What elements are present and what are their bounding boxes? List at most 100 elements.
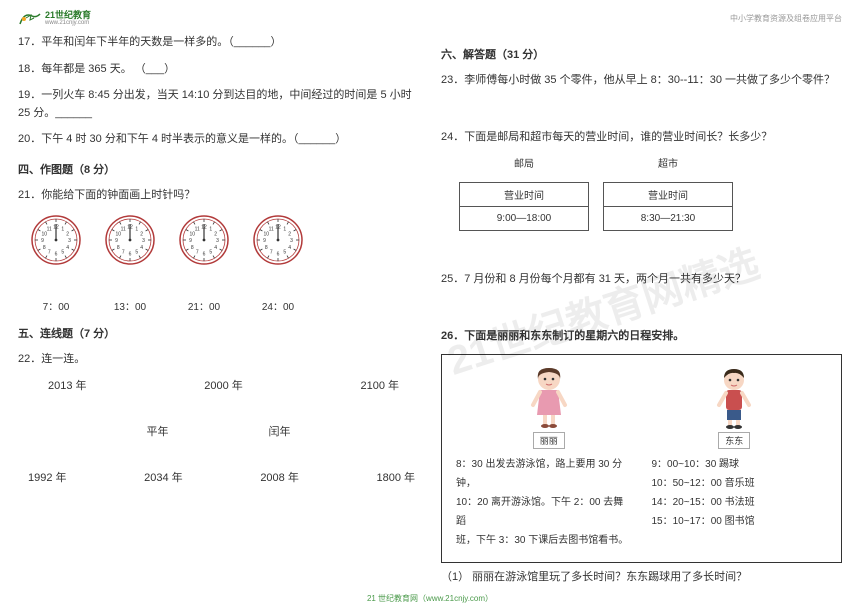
question-24: 24．下面是邮局和超市每天的营业时间，谁的营业时间长？长多少？ [441, 129, 842, 147]
logo-icon [18, 10, 42, 26]
clock-label-3: 21：00 [178, 298, 230, 313]
page-footer: 21 世纪教育网（www.21cnjy.com） [0, 593, 860, 604]
svg-text:6: 6 [277, 251, 280, 257]
question-26: 26．下面是丽丽和东东制订的星期六的日程安排。 [441, 328, 842, 346]
year-2100: 2100 年 [360, 377, 399, 393]
avatar-boy-block: 东东 [711, 365, 757, 449]
svg-text:8: 8 [265, 244, 268, 250]
year-1992: 1992 年 [28, 469, 67, 485]
svg-text:9: 9 [189, 238, 192, 244]
schedule-left-1: 8：30 出发去游泳馆，路上要用 30 分钟， [456, 455, 632, 493]
schedule-right: 9：00~10：30 踢球 10：50~12：00 音乐班 14：20~15：0… [652, 455, 828, 550]
year-leap: 闰年 [269, 423, 291, 439]
years-grid: 2013 年 2000 年 2100 年 平年 闰年 1992 年 2034 年… [18, 377, 419, 485]
svg-text:11: 11 [195, 226, 200, 232]
svg-text:11: 11 [121, 226, 126, 232]
svg-text:3: 3 [68, 238, 71, 244]
biz-header-post: 营业时间 [460, 183, 588, 207]
clock-3: 121234567891011 [178, 214, 230, 266]
svg-text:6: 6 [129, 251, 132, 257]
question-23: 23．李师傅每小时做 35 个零件，他从早上 8：30--11：30 一共做了多… [441, 72, 842, 90]
svg-text:5: 5 [61, 249, 64, 255]
section-5-title: 五、连线题（7 分） [18, 325, 419, 341]
clock-label-2: 13：00 [104, 298, 156, 313]
avatar-girl-name: 丽丽 [533, 432, 565, 449]
logo-main-text: 21世纪教育 [45, 11, 91, 20]
avatar-girl-block: 丽丽 [526, 365, 572, 449]
clock-4: 121234567891011 [252, 214, 304, 266]
clock-labels-row: 7：00 13：00 21：00 24：00 [18, 298, 419, 313]
schedule-left: 8：30 出发去游泳馆，路上要用 30 分钟， 10：20 离开游泳馆。下午 2… [456, 455, 632, 550]
question-26-1: （1） 丽丽在游泳馆里玩了多长时间？东东踢球用了多长时间？ [441, 569, 842, 587]
left-column: 17．平年和闰年下半年的天数是一样多的。（______） 18．每年都是 365… [18, 34, 419, 596]
svg-text:2: 2 [288, 231, 291, 237]
question-20: 20．下午 4 时 30 分和下午 4 时半表示的意义是一样的。（______） [18, 131, 419, 149]
year-2013: 2013 年 [48, 377, 87, 393]
svg-text:4: 4 [288, 244, 291, 250]
logo: 21世纪教育 www.21cnjy.com [18, 10, 91, 26]
biz-time-post: 9:00—18:00 [460, 207, 588, 230]
biz-table: 营业时间 9:00—18:00 营业时间 8:30—21:30 [459, 182, 842, 231]
question-18: 18．每年都是 365 天。 （___） [18, 61, 419, 79]
years-row-bot: 1992 年 2034 年 2008 年 1800 年 [18, 469, 419, 485]
schedule-avatars: 丽丽 [456, 365, 827, 449]
biz-label-post: 邮局 [459, 155, 589, 170]
svg-text:1: 1 [283, 226, 286, 232]
girl-icon [526, 365, 572, 429]
schedule-right-4: 15：10~17：00 图书馆 [652, 512, 828, 531]
years-row-top: 2013 年 2000 年 2100 年 [18, 377, 419, 393]
year-2008: 2008 年 [260, 469, 299, 485]
question-21: 21．你能给下面的钟面画上时针吗？ [18, 187, 419, 205]
svg-text:5: 5 [283, 249, 286, 255]
year-2034: 2034 年 [144, 469, 183, 485]
svg-text:3: 3 [290, 238, 293, 244]
svg-text:4: 4 [66, 244, 69, 250]
clock-label-4: 24：00 [252, 298, 304, 313]
svg-text:7: 7 [122, 249, 125, 255]
year-1800: 1800 年 [376, 469, 415, 485]
clock-label-1: 7：00 [30, 298, 82, 313]
schedule-right-3: 14：20~15：00 书法班 [652, 493, 828, 512]
svg-text:5: 5 [135, 249, 138, 255]
clocks-row: 121234567891011 121234567891011 12123456… [18, 214, 419, 266]
boy-icon [711, 365, 757, 429]
svg-text:6: 6 [203, 251, 206, 257]
schedule-right-2: 10：50~12：00 音乐班 [652, 474, 828, 493]
svg-text:2: 2 [214, 231, 217, 237]
schedule-left-3: 班，下午 3：30 下课后去图书馆看书。 [456, 531, 632, 550]
svg-text:3: 3 [142, 238, 145, 244]
svg-text:2: 2 [66, 231, 69, 237]
avatar-boy-name: 东东 [718, 432, 750, 449]
biz-time-market: 8:30—21:30 [604, 207, 732, 230]
schedule-body: 8：30 出发去游泳馆，路上要用 30 分钟， 10：20 离开游泳馆。下午 2… [456, 455, 827, 550]
question-25: 25．7 月份和 8 月份每个月都有 31 天，两个月一共有多少天？ [441, 271, 842, 289]
svg-text:8: 8 [117, 244, 120, 250]
schedule-left-2: 10：20 离开游泳馆。下午 2：00 去舞蹈 [456, 493, 632, 531]
schedule-box: 丽丽 [441, 354, 842, 563]
svg-text:4: 4 [214, 244, 217, 250]
svg-text:6: 6 [55, 251, 58, 257]
schedule-right-1: 9：00~10：30 踢球 [652, 455, 828, 474]
svg-text:11: 11 [47, 226, 52, 232]
year-2000: 2000 年 [204, 377, 243, 393]
section-6-title: 六、解答题（31 分） [441, 46, 842, 62]
years-row-mid: 平年 闰年 [18, 423, 419, 439]
logo-sub-text: www.21cnjy.com [45, 20, 91, 26]
right-column: 六、解答题（31 分） 23．李师傅每小时做 35 个零件，他从早上 8：30-… [441, 34, 842, 596]
svg-text:1: 1 [209, 226, 212, 232]
biz-box-post: 营业时间 9:00—18:00 [459, 182, 589, 231]
svg-text:7: 7 [196, 249, 199, 255]
svg-text:11: 11 [269, 226, 274, 232]
section-4-title: 四、作图题（8 分） [18, 161, 419, 177]
svg-text:9: 9 [41, 238, 44, 244]
svg-text:8: 8 [43, 244, 46, 250]
svg-text:3: 3 [216, 238, 219, 244]
page-header: 21世纪教育 www.21cnjy.com 中小学教育资源及组卷应用平台 [18, 10, 842, 26]
svg-text:5: 5 [209, 249, 212, 255]
svg-text:8: 8 [191, 244, 194, 250]
biz-header-market: 营业时间 [604, 183, 732, 207]
header-right-text: 中小学教育资源及组卷应用平台 [730, 13, 842, 24]
year-common: 平年 [147, 423, 169, 439]
question-17: 17．平年和闰年下半年的天数是一样多的。（______） [18, 34, 419, 52]
question-19: 19．一列火车 8:45 分出发，当天 14:10 分到达目的地，中间经过的时间… [18, 87, 419, 122]
